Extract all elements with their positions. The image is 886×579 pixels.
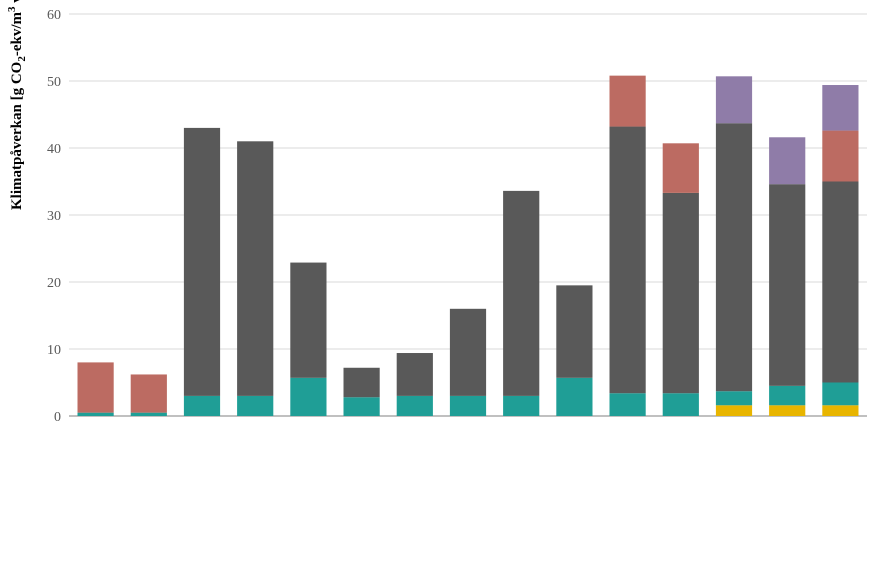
svg-text:40: 40 xyxy=(47,142,61,157)
svg-text:10: 10 xyxy=(47,343,61,358)
svg-text:60: 60 xyxy=(47,8,61,23)
y-axis-label: Klimatpåverkan [g CO2-ekv/m3 vatten] xyxy=(6,0,28,210)
svg-text:20: 20 xyxy=(47,276,61,291)
svg-text:0: 0 xyxy=(54,410,61,425)
svg-text:50: 50 xyxy=(47,75,61,90)
chart-svg: 0 10 20 30 40 50 60 xyxy=(0,0,886,579)
chart-wrapper: { "chart": { "type": "stacked-bar", "wid… xyxy=(0,0,886,579)
svg-text:30: 30 xyxy=(47,209,61,224)
